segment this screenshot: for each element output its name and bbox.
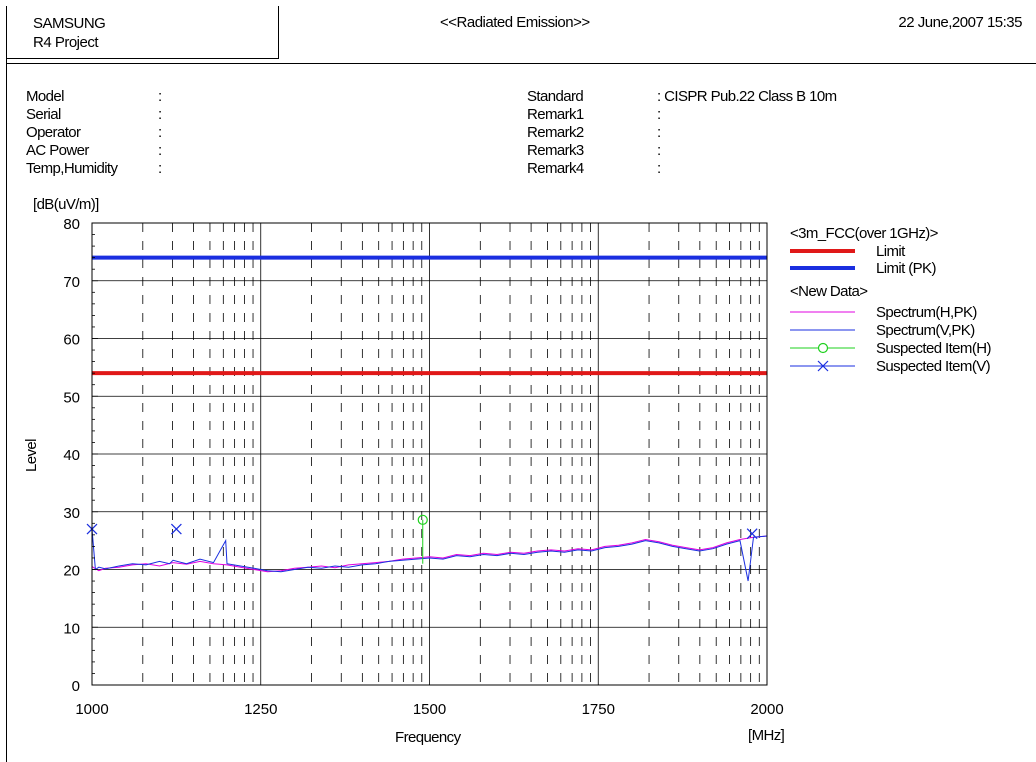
y-tick-label: 80 [63,216,80,233]
y-tick-label: 60 [63,332,80,349]
x-tick-label: 2000 [750,701,783,718]
info-operator: Operator: [26,124,162,141]
y-tick-label: 40 [63,447,80,464]
info-serial: Serial: [26,106,162,123]
report-title: <<Radiated Emission>> [440,14,590,31]
legend-suspected-h-symbol [817,342,829,354]
info-ac-power: AC Power: [26,142,162,159]
info-left: Model: Serial: Operator: AC Power: Temp,… [26,88,162,178]
info-right: Standard: CISPR Pub.22 Class B 10m Remar… [527,88,837,178]
suspected-v-marker [746,528,758,540]
legend-suspected-h-label: Suspected Item(H) [876,340,991,357]
y-tick-label: 50 [63,389,80,406]
legend-limit-label: Limit [876,243,906,260]
info-remark3: Remark3: [527,142,661,159]
header-company-block: SAMSUNG R4 Project [33,14,106,52]
header-box [6,6,279,59]
x-axis-unit: [MHz] [748,727,785,744]
limit-lines [92,255,767,376]
left-border [6,6,7,762]
info-remark1: Remark1: [527,106,661,123]
suspected-h-marker [417,514,428,525]
report-date: 22 June,2007 15:35 [898,14,1022,31]
axis-ticks: 0 10 20 30 40 50 60 70 80 1000 1250 1500 1750 2000 [63,216,783,718]
legend-title-limits: <3m_FCC(over 1GHz)> [790,225,939,242]
y-axis-label: Level [23,439,40,472]
suspected-v-marker [170,523,182,535]
company-name: SAMSUNG [33,15,106,32]
x-tick-label: 1250 [244,701,277,718]
y-axis-unit: [dB(uV/m)] [33,196,99,213]
x-axis-label: Frequency [395,729,462,746]
legend-title-data: <New Data> [790,283,868,300]
y-tick-label: 20 [63,563,80,580]
grid [91,222,768,686]
legend-limit-pk-label: Limit (PK) [876,260,936,277]
info-temp-humidity: Temp,Humidity: [26,160,162,177]
legend-spectrum-v-label: Spectrum(V,PK) [876,322,975,339]
y-tick-label: 0 [72,678,80,695]
legend-suspected-v-label: Suspected Item(V) [876,358,991,375]
legend-spectrum-h-label: Spectrum(H,PK) [876,304,977,321]
info-remark4: Remark4: [527,160,661,177]
header-divider [6,63,1036,64]
suspected-markers [86,514,758,564]
series-line [91,529,768,582]
legend-suspected-v-symbol [817,360,829,372]
info-standard: Standard: CISPR Pub.22 Class B 10m [527,88,837,105]
y-tick-label: 10 [63,620,80,637]
info-model: Model: [26,88,162,105]
x-tick-label: 1000 [75,701,108,718]
y-tick-label: 70 [63,274,80,291]
y-tick-label: 30 [63,505,80,522]
info-remark2: Remark2: [527,124,661,141]
project-name: R4 Project [33,34,99,51]
x-tick-label: 1500 [413,701,446,718]
x-tick-label: 1750 [582,701,615,718]
